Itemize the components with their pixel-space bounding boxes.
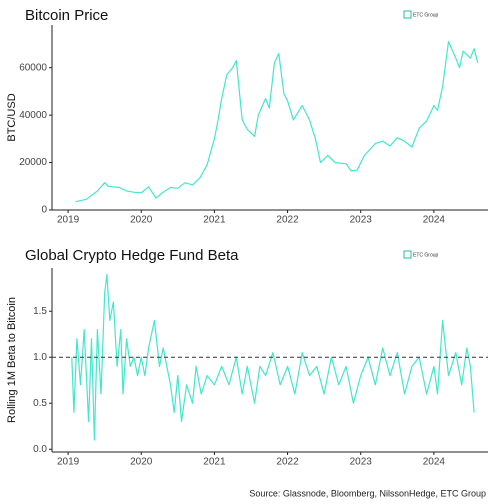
- chart-title: Global Crypto Hedge Fund Beta: [25, 247, 239, 264]
- x-tick-label: 2019: [57, 457, 80, 468]
- y-tick-label: 0.5: [33, 398, 47, 409]
- x-tick-label: 2024: [423, 215, 446, 226]
- chart-title: Bitcoin Price: [25, 7, 108, 24]
- y-axis-label: BTC/USD: [6, 93, 18, 141]
- x-tick-label: 2021: [203, 215, 226, 226]
- x-tick-label: 2020: [130, 457, 153, 468]
- x-tick-label: 2022: [276, 215, 299, 226]
- x-tick-label: 2019: [57, 215, 80, 226]
- logo-icon: [403, 250, 412, 259]
- y-tick-label: 1.0: [33, 352, 47, 363]
- x-tick-label: 2023: [350, 457, 373, 468]
- data-line: [75, 41, 479, 203]
- logo-text: ETC Group: [413, 12, 439, 18]
- source-note: Source: Glassnode, Bloomberg, NilssonHed…: [249, 488, 486, 498]
- x-tick-label: 2022: [276, 457, 299, 468]
- x-tick-label: 2023: [350, 215, 373, 226]
- x-tick-label: 2020: [130, 215, 153, 226]
- logo-icon: [403, 10, 412, 19]
- y-tick-label: 20000: [19, 157, 47, 168]
- y-tick-label: 1.5: [33, 306, 47, 317]
- x-tick-label: 2021: [203, 457, 226, 468]
- data-line: [71, 273, 475, 441]
- x-tick-label: 2024: [423, 457, 446, 468]
- y-tick-label: 0: [41, 205, 47, 216]
- y-tick-label: 0.0: [33, 444, 47, 455]
- y-tick-label: 60000: [19, 62, 47, 73]
- y-axis-label: Rolling 1M Beta to Bitcoin: [6, 297, 18, 423]
- logo-text: ETC Group: [413, 252, 439, 258]
- y-tick-label: 40000: [19, 110, 47, 121]
